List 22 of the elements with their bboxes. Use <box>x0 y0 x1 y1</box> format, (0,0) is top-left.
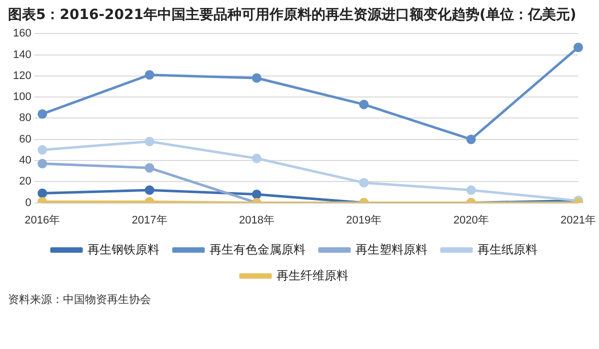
y-tick-label: 60 <box>19 133 32 146</box>
x-tick-label: 2021年 <box>560 214 596 226</box>
legend-label: 再生有色金属原料 <box>210 242 306 256</box>
y-tick-label: 20 <box>19 176 32 188</box>
legend-label: 再生钢铁原料 <box>88 242 160 256</box>
y-tick-label: 120 <box>12 70 32 82</box>
text: 资料来源：中国物资再生协会 <box>7 292 152 307</box>
y-tick-label: 160 <box>12 28 32 40</box>
x-tick-label: 2016年 <box>24 214 60 226</box>
legend-label: 再生纤维原料 <box>276 268 348 282</box>
chart-title: 图表5：2016-2021年中国主要品种可用作原料的再生资源进口额变化趋势(单位：亿美元) <box>7 6 578 24</box>
y-tick-label: 0 <box>25 196 32 209</box>
legend-label: 再生塑料原料 <box>356 242 428 256</box>
legend-label: 再生纸原料 <box>478 242 538 256</box>
y-tick-label: 140 <box>12 48 32 61</box>
x-tick-label: 2018年 <box>238 214 274 226</box>
x-tick-label: 2017年 <box>132 214 168 226</box>
y-tick-label: 40 <box>19 154 32 167</box>
y-tick-label: 80 <box>19 112 32 124</box>
y-tick-label: 100 <box>12 91 32 104</box>
x-tick-label: 2020年 <box>453 214 489 226</box>
x-tick-label: 2019年 <box>346 214 382 226</box>
